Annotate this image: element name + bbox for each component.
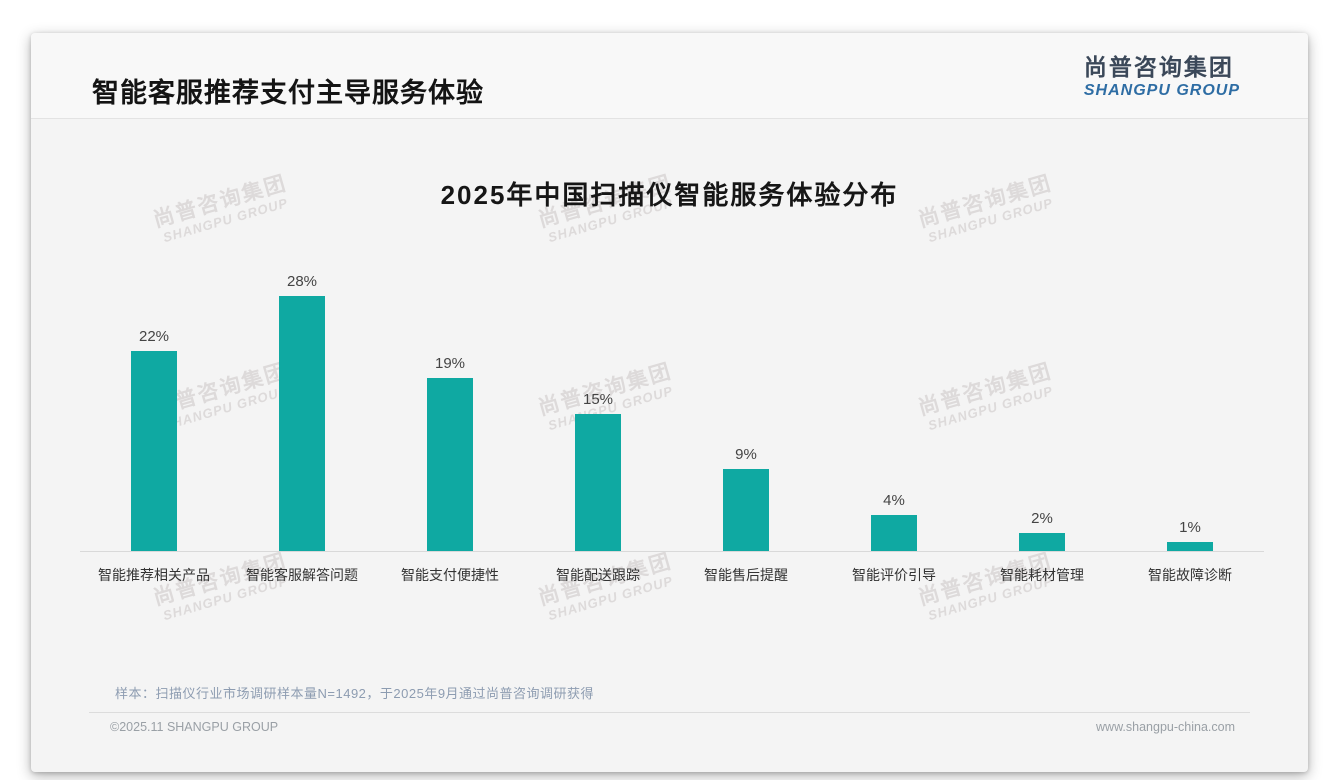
category-label: 智能支付便捷性 xyxy=(401,567,499,583)
logo-chinese-text: 尚普咨询集团 xyxy=(1083,54,1234,80)
sample-note: 样本：扫描仪行业市场调研样本量N=1492，于2025年9月通过尚普咨询调研获得 xyxy=(115,686,595,701)
bar-value-label: 1% xyxy=(1179,519,1201,536)
bar-column: 4% xyxy=(820,266,968,551)
logo-english-text: SHANGPU GROUP xyxy=(1083,82,1240,100)
chart-title: 2025年中国扫描仪智能服务体验分布 xyxy=(440,180,899,210)
bar-value-label: 22% xyxy=(138,328,170,345)
category-label: 智能耗材管理 xyxy=(1000,567,1084,583)
bar xyxy=(871,515,917,551)
website-text: www.shangpu-china.com xyxy=(1096,720,1235,734)
bar-column: 28% xyxy=(228,266,376,551)
bar-value-label: 19% xyxy=(434,355,466,372)
bar-value-label: 28% xyxy=(286,273,318,290)
category-label: 智能评价引导 xyxy=(852,567,936,583)
bar-column: 9% xyxy=(672,266,820,551)
footer-divider xyxy=(89,712,1250,713)
bar-column: 2% xyxy=(968,266,1116,551)
bar xyxy=(1167,542,1213,551)
x-axis-line xyxy=(80,551,1264,552)
bars-area: 22% 28% 19% 15% 9% 4% 2% 1% xyxy=(80,266,1264,551)
bar-column: 15% xyxy=(524,266,672,551)
bar xyxy=(723,469,769,551)
bar xyxy=(1019,533,1065,551)
category-label: 智能客服解答问题 xyxy=(246,567,358,583)
bar-column: 22% xyxy=(80,266,228,551)
category-label: 智能售后提醒 xyxy=(704,567,788,583)
category-axis: 智能推荐相关产品 智能客服解答问题 智能支付便捷性 智能配送跟踪 智能售后提醒 智能评价引… xyxy=(80,552,1264,585)
bar-value-label: 9% xyxy=(735,446,757,463)
bar-value-label: 2% xyxy=(1031,510,1053,527)
page-title: 智能客服推荐支付主导服务体验 xyxy=(92,78,484,108)
bar xyxy=(279,296,325,551)
company-logo: 尚普咨询集团 SHANGPU GROUP xyxy=(1083,54,1240,100)
category-label: 智能推荐相关产品 xyxy=(98,567,210,583)
bar xyxy=(575,414,621,551)
bar xyxy=(427,378,473,551)
category-label: 智能配送跟踪 xyxy=(556,567,640,583)
bar-value-label: 15% xyxy=(582,391,614,408)
slide-header: 智能客服推荐支付主导服务体验 尚普咨询集团 SHANGPU GROUP xyxy=(31,33,1308,119)
copyright-text: ©2025.11 SHANGPU GROUP xyxy=(110,720,279,734)
bar xyxy=(131,351,177,551)
category-label: 智能故障诊断 xyxy=(1148,567,1232,583)
bar-value-label: 4% xyxy=(883,492,905,509)
slide-card: 智能客服推荐支付主导服务体验 尚普咨询集团 SHANGPU GROUP 尚普咨询… xyxy=(31,33,1308,772)
bar-column: 19% xyxy=(376,266,524,551)
bar-column: 1% xyxy=(1116,266,1264,551)
bar-chart: 22% 28% 19% 15% 9% 4% 2% 1% 智能推荐相关产品 智能客服解答问题 智能支… xyxy=(80,266,1264,585)
